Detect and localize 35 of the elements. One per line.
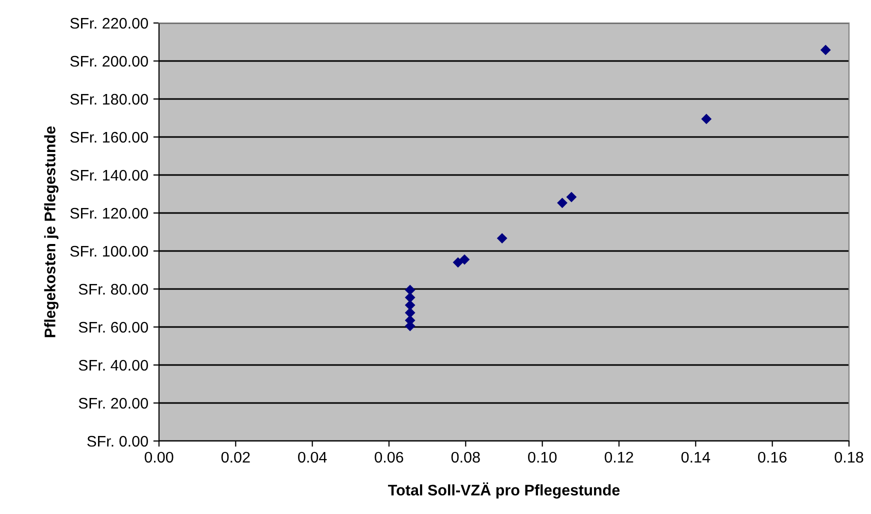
point — [404, 292, 416, 303]
point — [557, 198, 568, 208]
point — [566, 192, 577, 202]
point — [404, 308, 416, 318]
y-tick-label: SFr. 160.00 — [70, 132, 148, 143]
x-tick-label: 0.12 — [604, 452, 634, 463]
x-tick-label: 0.04 — [298, 452, 327, 463]
x-tick-label: 0.06 — [374, 452, 404, 463]
y-tick-label: SFr. 140.00 — [70, 170, 148, 181]
x-axis-title: Total Soll-VZÄ pro Pflegestunde — [388, 482, 620, 499]
y-axis-title: Pflegekosten je Pflegestunde — [44, 126, 58, 338]
y-tick-label: SFr. 100.00 — [70, 246, 148, 257]
y-tick-label: SFr. 180.00 — [70, 94, 148, 105]
x-tick-label: 0.00 — [144, 452, 174, 463]
point — [820, 44, 831, 56]
point — [404, 300, 416, 310]
y-tick-label: SFr. 200.00 — [70, 56, 148, 67]
y-tick-label: SFr. 220.00 — [70, 18, 148, 29]
x-tick-label: 0.10 — [528, 452, 557, 463]
point — [701, 114, 712, 124]
x-tick-label: 0.16 — [758, 452, 787, 463]
x-tick-label: 0.14 — [681, 452, 710, 463]
y-tick-label: SFr. 20.00 — [78, 398, 148, 409]
point — [452, 257, 464, 268]
point — [496, 233, 508, 244]
y-tick-label: SFr. 0.00 — [87, 436, 148, 447]
y-tick-label: SFr. 40.00 — [78, 360, 148, 371]
x-tick-label: 0.08 — [451, 452, 480, 463]
y-tick-label: SFr. 80.00 — [78, 284, 148, 295]
y-tick-label: SFr. 120.00 — [70, 208, 148, 219]
y-tick-label: SFr. 60.00 — [78, 322, 148, 333]
x-tick-label: 0.02 — [221, 452, 250, 463]
point — [459, 254, 470, 265]
point — [404, 284, 416, 296]
x-tick-label: 0.18 — [834, 452, 864, 463]
